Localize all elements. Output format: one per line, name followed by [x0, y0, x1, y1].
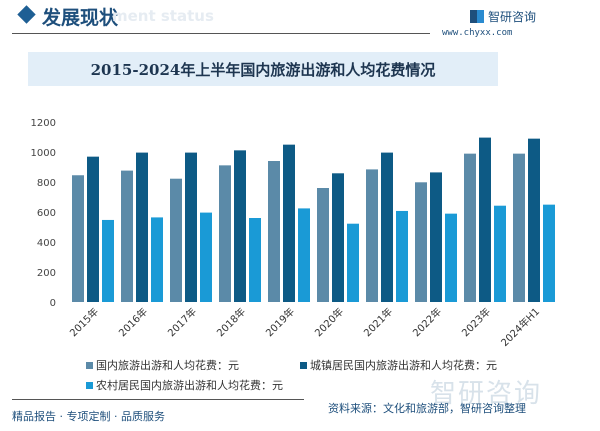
legend-label: 城镇居民国内旅游出游和人均花费：元: [310, 359, 497, 372]
bar-2: [445, 213, 457, 302]
x-tick-label: 2020年: [312, 305, 346, 339]
bar-1: [234, 150, 246, 302]
bar-2: [249, 218, 261, 302]
legend-item-0: 国内旅游出游和人均花费：元: [86, 357, 239, 373]
header-divider: [12, 33, 430, 34]
x-tick-label: 2022年: [410, 305, 444, 339]
bar-1: [332, 173, 344, 302]
bar-1: [430, 172, 442, 302]
footer-divider: [12, 399, 304, 400]
source-note: 资料来源：文化和旅游部，智研咨询整理: [328, 402, 526, 415]
bar-1: [283, 144, 295, 302]
logo-text: 智研咨询: [488, 10, 537, 24]
bar-0: [219, 165, 231, 302]
logo: 智研咨询: [470, 8, 536, 25]
section-title: 发展现状: [42, 7, 119, 29]
x-tick-label: 2016年: [116, 305, 150, 339]
y-tick-label: 800: [37, 178, 56, 189]
bar-2: [543, 204, 555, 302]
legend-label: 国内旅游出游和人均花费：元: [96, 359, 239, 372]
bar-2: [200, 212, 212, 302]
logo-icon: [470, 10, 484, 23]
bar-1: [528, 138, 540, 302]
legend-swatch: [300, 361, 307, 369]
bar-2: [347, 223, 359, 302]
x-tick-label: 2017年: [165, 305, 199, 339]
legend-swatch: [86, 361, 93, 369]
y-tick-label: 0: [50, 298, 56, 309]
section-subtitle-ghost: ment status: [112, 7, 214, 25]
bar-1: [479, 137, 491, 302]
bar-0: [415, 182, 427, 302]
legend-swatch: [86, 381, 93, 389]
y-tick-label: 1000: [31, 148, 56, 159]
y-tick-label: 200: [37, 268, 56, 279]
bar-0: [121, 170, 133, 302]
bar-2: [396, 210, 408, 302]
x-tick-label: 2024年H1: [498, 305, 542, 349]
x-tick-label: 2015年: [67, 305, 101, 339]
bar-2: [298, 208, 310, 302]
legend-label: 农村居民国内旅游出游和人均花费：元: [96, 379, 283, 392]
x-tick-label: 2023年: [459, 305, 493, 339]
y-tick-label: 1200: [31, 118, 56, 129]
bar-0: [268, 161, 280, 302]
bar-0: [170, 178, 182, 302]
bar-0: [317, 188, 329, 302]
x-tick-label: 2021年: [361, 305, 395, 339]
bar-2: [151, 217, 163, 302]
bar-0: [513, 153, 525, 302]
x-tick-label: 2019年: [263, 305, 297, 339]
footer-slogan: 精品报告 · 专项定制 · 品质服务: [12, 410, 165, 423]
bar-1: [381, 152, 393, 302]
watermark: 智研咨询: [430, 379, 543, 409]
bar-0: [366, 169, 378, 302]
site-url: www.chyxx.com: [442, 28, 513, 38]
bar-1: [185, 152, 197, 302]
bar-2: [494, 205, 506, 302]
bar-0: [72, 175, 84, 302]
y-tick-label: 400: [37, 238, 56, 249]
bar-2: [102, 219, 114, 302]
chart-title: 2015-2024年上半年国内旅游出游和人均花费情况: [28, 52, 498, 86]
bar-1: [136, 152, 148, 302]
y-tick-label: 600: [37, 208, 56, 219]
bar-1: [87, 156, 99, 302]
x-tick-label: 2018年: [214, 305, 248, 339]
legend-item-1: 城镇居民国内旅游出游和人均花费：元: [300, 357, 497, 373]
bar-0: [464, 153, 476, 302]
legend-item-2: 农村居民国内旅游出游和人均花费：元: [86, 377, 283, 393]
